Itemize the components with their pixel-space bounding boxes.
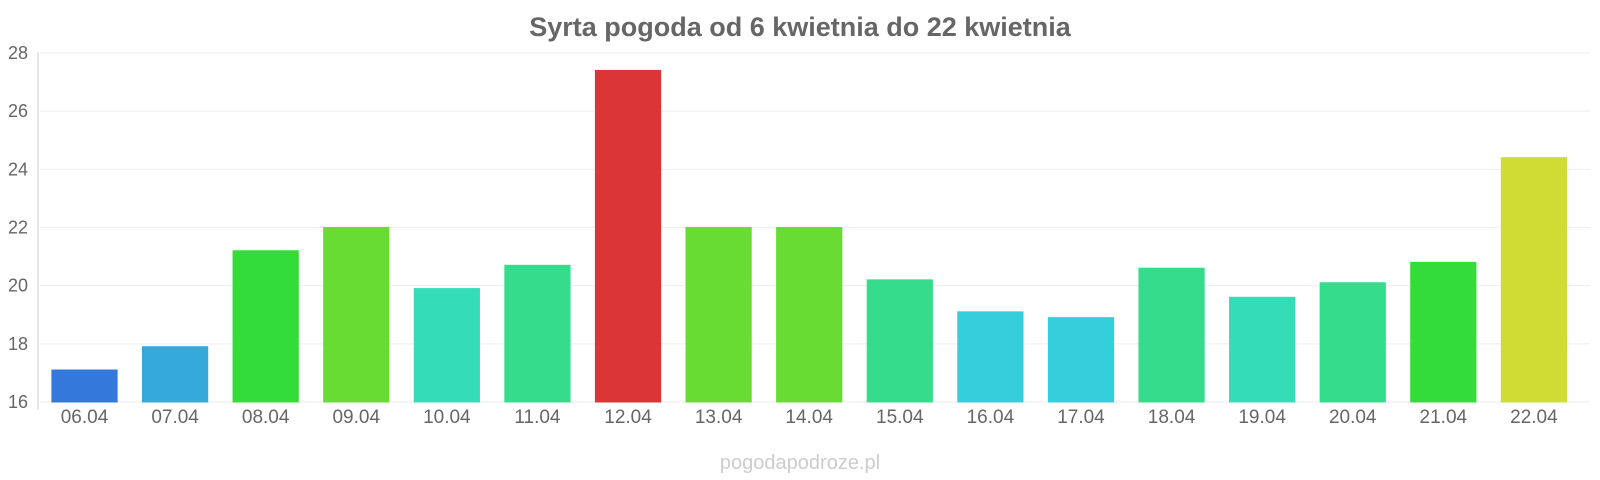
y-tick-label: 24 (8, 159, 28, 179)
x-tick-label: 21.04 (1420, 407, 1468, 428)
bar-09.04 (323, 227, 390, 403)
bar-18.04 (1138, 267, 1205, 403)
y-tick-label: 26 (8, 101, 28, 121)
x-tick-label: 14.04 (785, 407, 833, 428)
x-tick-label: 17.04 (1057, 407, 1105, 428)
bar-22.04 (1500, 157, 1568, 403)
bar-06.04 (51, 369, 118, 403)
x-tick-label: 18.04 (1148, 407, 1196, 428)
y-tick-label: 22 (8, 218, 28, 238)
bar-16.04 (957, 311, 1024, 403)
bar-20.04 (1319, 282, 1386, 403)
chart-title: Syrta pogoda od 6 kwietnia do 22 kwietni… (529, 12, 1072, 42)
x-tick-label: 07.04 (151, 407, 199, 428)
y-tick-label: 28 (8, 43, 28, 63)
bar-21.04 (1410, 261, 1477, 403)
x-tick-label: 13.04 (695, 407, 743, 428)
bar-14.04 (776, 227, 843, 403)
y-tick-label: 20 (8, 276, 28, 296)
x-tick-label: 06.04 (61, 407, 109, 428)
bar-07.04 (141, 346, 209, 403)
source-label: pogodapodroze.pl (720, 452, 880, 474)
bar-10.04 (413, 288, 480, 403)
y-axis-ticks: 16 18 20 22 24 26 28 (8, 43, 28, 412)
x-tick-label: 11.04 (514, 407, 561, 428)
x-axis-ticks: 06.04 07.04 08.04 09.04 10.04 11.04 12.04 13.04… (61, 407, 1558, 428)
y-tick-label: 16 (8, 392, 28, 412)
x-tick-label: 16.04 (967, 407, 1015, 428)
x-tick-label: 10.04 (423, 407, 471, 428)
bar-12.04 (594, 69, 662, 403)
x-tick-label: 09.04 (332, 407, 380, 428)
x-tick-label: 19.04 (1238, 407, 1286, 428)
bar-19.04 (1229, 296, 1296, 403)
x-tick-label: 12.04 (604, 407, 652, 428)
x-tick-label: 15.04 (876, 407, 924, 428)
x-tick-label: 20.04 (1329, 407, 1377, 428)
bars (51, 69, 1568, 403)
bar-08.04 (232, 250, 299, 403)
x-tick-label: 08.04 (242, 407, 290, 428)
x-tick-label: 22.04 (1510, 407, 1558, 428)
y-tick-label: 18 (8, 334, 28, 354)
bar-11.04 (504, 264, 571, 403)
bar-13.04 (685, 227, 752, 403)
bar-17.04 (1047, 317, 1115, 403)
bar-15.04 (866, 279, 933, 403)
